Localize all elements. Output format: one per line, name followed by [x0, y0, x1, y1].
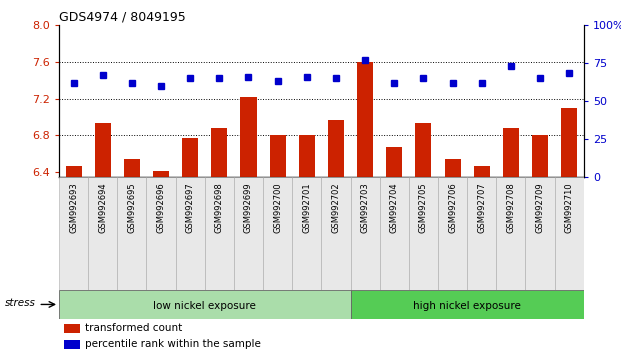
Bar: [124, 159, 140, 177]
Text: GSM992706: GSM992706: [448, 183, 457, 233]
Bar: [357, 62, 373, 177]
Bar: [59, 290, 350, 319]
Text: GSM992693: GSM992693: [69, 183, 78, 233]
Text: high nickel exposure: high nickel exposure: [413, 301, 521, 311]
Bar: [386, 147, 402, 177]
Bar: [182, 138, 198, 177]
Bar: [467, 177, 496, 290]
Bar: [532, 136, 548, 177]
Bar: [66, 166, 81, 177]
Bar: [64, 324, 80, 333]
Text: GSM992694: GSM992694: [98, 183, 107, 233]
Bar: [95, 124, 111, 177]
Bar: [153, 171, 169, 177]
Text: percentile rank within the sample: percentile rank within the sample: [85, 339, 261, 349]
Text: GSM992705: GSM992705: [419, 183, 428, 233]
Text: GSM992702: GSM992702: [332, 183, 340, 233]
Bar: [445, 159, 461, 177]
Bar: [328, 120, 344, 177]
Bar: [205, 177, 234, 290]
Bar: [525, 177, 555, 290]
Text: GSM992709: GSM992709: [535, 183, 545, 233]
Text: GSM992700: GSM992700: [273, 183, 282, 233]
Bar: [59, 177, 88, 290]
Bar: [292, 177, 322, 290]
Text: GSM992697: GSM992697: [186, 183, 194, 233]
Text: GSM992701: GSM992701: [302, 183, 311, 233]
Bar: [474, 166, 490, 177]
Bar: [176, 177, 205, 290]
Text: GSM992703: GSM992703: [361, 183, 369, 233]
Text: GSM992710: GSM992710: [564, 183, 574, 233]
Bar: [409, 177, 438, 290]
Bar: [270, 136, 286, 177]
Bar: [350, 290, 584, 319]
Text: low nickel exposure: low nickel exposure: [153, 301, 256, 311]
Bar: [299, 136, 315, 177]
Bar: [234, 177, 263, 290]
Bar: [503, 128, 519, 177]
Text: GSM992695: GSM992695: [127, 183, 137, 233]
Bar: [263, 177, 292, 290]
Bar: [211, 128, 227, 177]
Bar: [322, 177, 350, 290]
Text: GSM992704: GSM992704: [390, 183, 399, 233]
Bar: [415, 124, 432, 177]
Text: GSM992708: GSM992708: [506, 183, 515, 233]
Text: GSM992696: GSM992696: [156, 183, 166, 233]
Bar: [555, 177, 584, 290]
Text: GDS4974 / 8049195: GDS4974 / 8049195: [59, 11, 186, 24]
Bar: [117, 177, 147, 290]
Text: GSM992699: GSM992699: [244, 183, 253, 233]
Bar: [350, 177, 379, 290]
Bar: [561, 108, 577, 177]
Text: stress: stress: [5, 298, 35, 308]
Bar: [379, 177, 409, 290]
Bar: [240, 97, 256, 177]
Text: GSM992698: GSM992698: [215, 183, 224, 233]
Bar: [438, 177, 467, 290]
Text: GSM992707: GSM992707: [477, 183, 486, 233]
Bar: [88, 177, 117, 290]
Bar: [64, 340, 80, 349]
Text: transformed count: transformed count: [85, 324, 183, 333]
Bar: [496, 177, 525, 290]
Bar: [147, 177, 176, 290]
